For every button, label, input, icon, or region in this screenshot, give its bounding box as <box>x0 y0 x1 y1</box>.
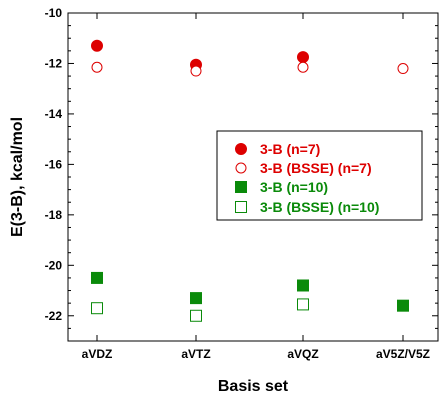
legend-label: 3-B (n=10) <box>260 179 328 195</box>
x-tick-label: aV5Z/V5Z <box>376 347 430 361</box>
x-tick-label: aVTZ <box>181 347 210 361</box>
legend-label: 3-B (n=7) <box>260 141 320 157</box>
legend-marker <box>235 201 247 213</box>
legend-label: 3-B (BSSE) (n=10) <box>260 199 379 215</box>
legend-marker <box>235 162 247 174</box>
legend-marker <box>235 143 247 155</box>
y-tick-label: -20 <box>45 258 63 272</box>
legend-marker <box>235 181 247 193</box>
x-tick-label: aVDZ <box>82 347 113 361</box>
legend: 3-B (n=7) 3-B (BSSE) (n=7) 3-B (n=10) 3-B (… <box>216 130 423 221</box>
data-point <box>397 63 409 75</box>
data-point <box>190 309 202 322</box>
y-axis-title: E(3-B), kcal/mol <box>9 117 26 237</box>
data-point <box>91 61 103 73</box>
y-tick-label: -14 <box>45 107 63 121</box>
x-tick-label: aVQZ <box>287 347 318 361</box>
data-point <box>91 271 103 284</box>
legend-label: 3-B (BSSE) (n=7) <box>260 160 372 176</box>
y-tick-label: -16 <box>45 157 63 171</box>
data-marks <box>91 39 409 322</box>
y-tick-label: -22 <box>45 309 63 323</box>
y-tick-label: -10 <box>45 6 63 20</box>
x-axis-title: Basis set <box>218 378 289 395</box>
data-point <box>297 61 309 73</box>
y-tick-label: -12 <box>45 56 63 70</box>
data-point <box>297 51 309 64</box>
data-point <box>91 302 103 315</box>
axis-ticks: -10 -12 -14 -16 -18 -20 -22 aVDZ aVTZ aVQZ aV5Z/V5… <box>45 6 438 361</box>
y-tick-label: -18 <box>45 208 63 222</box>
data-point <box>190 292 202 305</box>
data-point <box>297 279 309 292</box>
data-point <box>297 298 309 311</box>
data-point <box>397 299 409 312</box>
data-point <box>91 39 103 52</box>
data-point <box>190 65 202 77</box>
legend-box <box>216 130 423 221</box>
